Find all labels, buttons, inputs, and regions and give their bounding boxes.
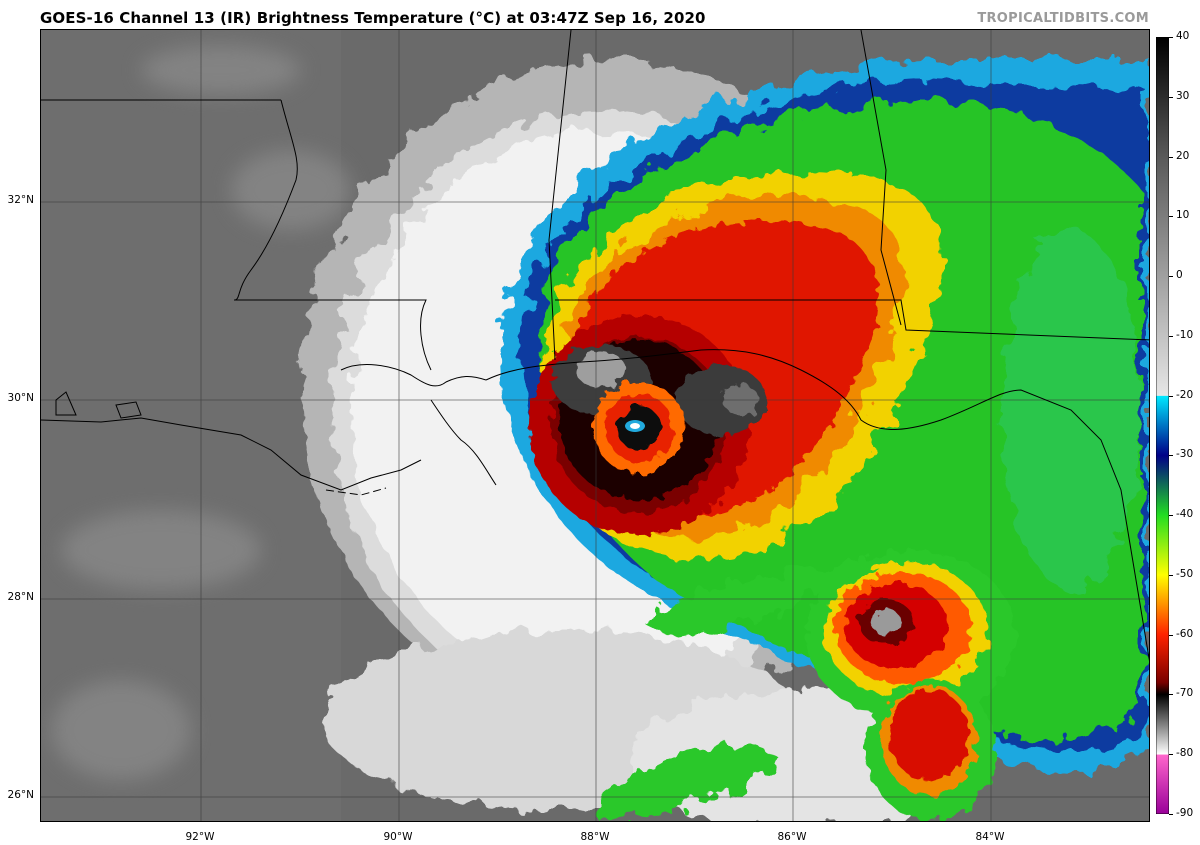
colorbar-tick [1169,216,1173,218]
colorbar-tick [1169,455,1173,457]
colorbar-label: 0 [1176,269,1183,282]
colorbar-tick [1169,694,1173,696]
colorbar-tick [1169,96,1173,98]
colorbar-label: -20 [1176,388,1194,401]
colorbar-tick [1169,156,1173,158]
lat-label-32n: 32°N [7,194,34,206]
colorbar-tick [1169,634,1173,636]
colorbar-tick [1169,276,1173,278]
coastline-borders [41,30,1149,662]
satellite-imagery [41,30,1149,821]
lon-label-90w: 90°W [383,831,413,843]
colorbar-label: -50 [1176,567,1194,580]
colorbar-label: 30 [1176,89,1190,102]
colorbar-label: -60 [1176,627,1194,640]
colorbar-label: -80 [1176,747,1194,760]
colorbar-tick [1169,515,1173,517]
colorbar-label: -10 [1176,328,1194,341]
lat-label-26n: 26°N [7,789,34,801]
colorbar-label: -90 [1176,807,1194,819]
colorbar-tick [1169,335,1173,337]
colorbar-label: -70 [1176,687,1194,700]
lon-label-86w: 86°W [777,831,807,843]
colorbar-label: 40 [1176,30,1190,42]
lon-label-88w: 88°W [580,831,610,843]
lon-label-92w: 92°W [185,831,215,843]
colorbar-tick [1169,395,1173,397]
colorbar-label: -40 [1176,508,1194,521]
source-credit[interactable]: TROPICALTIDBITS.COM [977,11,1149,26]
lon-label-84w: 84°W [975,831,1005,843]
colorbar-tick [1169,754,1173,756]
temperature-colorbar [1156,37,1169,814]
colorbar-label: -30 [1176,448,1194,461]
map-title: GOES-16 Channel 13 (IR) Brightness Tempe… [40,9,706,27]
colorbar-tick [1169,814,1173,815]
lat-label-30n: 30°N [7,392,34,404]
colorbar-label: 10 [1176,209,1190,222]
colorbar-tick [1169,37,1173,38]
satellite-map[interactable] [40,29,1150,822]
lat-lon-grid [41,30,1149,821]
colorbar-label: 20 [1176,149,1190,162]
colorbar-tick [1169,574,1173,576]
lat-label-28n: 28°N [7,591,34,603]
